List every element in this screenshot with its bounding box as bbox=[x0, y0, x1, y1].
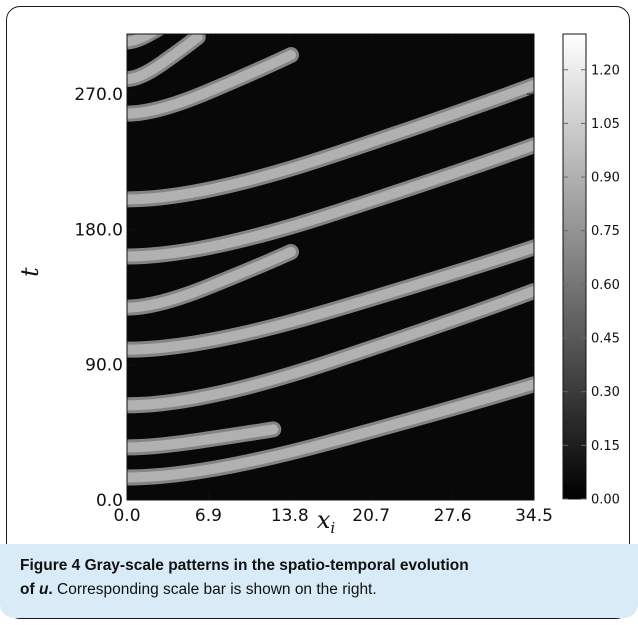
y-tick-label: 90.0 bbox=[85, 356, 123, 376]
colorbar-ticks: 0.00 0.15 0.30 0.45 0.60 0.75 0.90 1.05 1.20 bbox=[563, 63, 620, 508]
y-tick-label: 180.0 bbox=[74, 220, 123, 240]
band-0 bbox=[127, 379, 534, 483]
band-5 bbox=[127, 140, 534, 262]
x-axis-label: xi bbox=[317, 506, 336, 537]
heatmap-panel bbox=[126, 33, 535, 501]
caption-title: Gray-scale patterns in the spatio-tempor… bbox=[80, 557, 469, 574]
band-2 bbox=[127, 286, 534, 411]
x-tick-label: 0.0 bbox=[113, 506, 140, 526]
colorbar-tick-label: 1.05 bbox=[591, 117, 620, 132]
x-tick-label: 34.5 bbox=[515, 506, 553, 526]
x-tick-label: 27.6 bbox=[434, 506, 472, 526]
caption-variable: u bbox=[38, 581, 49, 598]
colorbar: 0.00 0.15 0.30 0.45 0.60 0.75 0.90 1.05 1.20 bbox=[562, 33, 620, 508]
caption-line-2: of u. Corresponding scale bar is shown o… bbox=[20, 578, 618, 602]
heatmap-border bbox=[126, 33, 535, 501]
caption-title-end: . bbox=[48, 581, 53, 598]
colorbar-tick-label: 0.45 bbox=[591, 332, 620, 347]
heatmap-bands bbox=[127, 34, 534, 486]
band-1 bbox=[127, 424, 279, 453]
figure-caption: Figure 4 Gray-scale patterns in the spat… bbox=[0, 544, 638, 618]
band-3 bbox=[127, 242, 534, 355]
y-tick-label: 0.0 bbox=[96, 491, 123, 511]
x-axis-ticks: 0.0 6.9 13.8 20.7 27.6 34.5 bbox=[113, 34, 553, 526]
band-4 bbox=[127, 246, 296, 313]
band-6 bbox=[127, 80, 534, 205]
colorbar-tick-label: 0.00 bbox=[591, 493, 620, 508]
x-tick-label: 20.7 bbox=[352, 506, 390, 526]
x-tick-label: 6.9 bbox=[195, 506, 222, 526]
caption-figure-label: Figure 4 bbox=[20, 557, 81, 574]
figure-plot: 0.0 6.9 13.8 20.7 27.6 34.5 0.0 90.0 180.0 270.0… bbox=[16, 33, 620, 537]
band-7 bbox=[127, 50, 296, 119]
y-axis-label: t bbox=[16, 267, 44, 277]
y-axis-ticks: 0.0 90.0 180.0 270.0 bbox=[74, 85, 534, 511]
x-tick-label: 13.8 bbox=[271, 506, 309, 526]
y-tick-label: 270.0 bbox=[74, 85, 123, 105]
colorbar-tick-label: 0.30 bbox=[591, 385, 620, 400]
colorbar-tick-label: 0.60 bbox=[591, 278, 620, 293]
colorbar-tick-label: 0.90 bbox=[591, 171, 620, 186]
colorbar-tick-label: 1.20 bbox=[591, 63, 620, 78]
colorbar-tick-label: 0.75 bbox=[591, 224, 620, 239]
band-9 bbox=[127, 34, 159, 47]
caption-line-1: Figure 4 Gray-scale patterns in the spat… bbox=[20, 554, 618, 578]
colorbar-gradient bbox=[562, 33, 587, 500]
caption-note: Corresponding scale bar is shown on the … bbox=[52, 581, 377, 598]
band-8 bbox=[127, 34, 203, 85]
caption-title-prefix: of bbox=[20, 581, 39, 598]
colorbar-tick-label: 0.15 bbox=[591, 439, 620, 454]
